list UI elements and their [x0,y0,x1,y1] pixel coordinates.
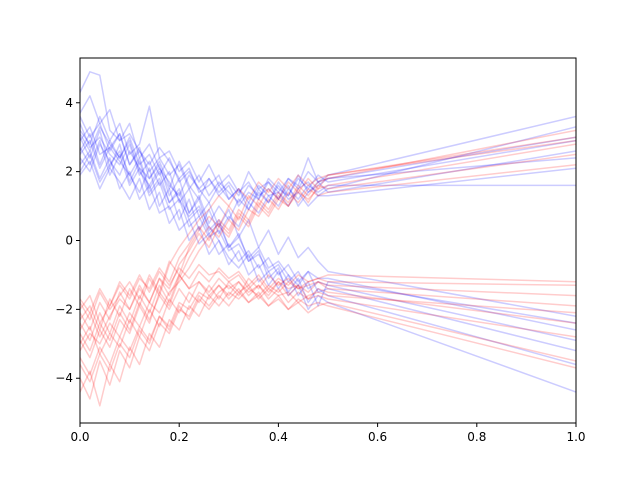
series-line-blue-1 [80,71,576,200]
series-line-blue-12 [80,116,576,352]
series-line-red-16 [80,129,576,324]
series-line-red-17 [80,143,576,338]
y-axis: −4 −2 0 2 4 [55,96,80,385]
x-tick-label: 0.8 [467,430,486,444]
series-line-blue-15 [80,126,576,324]
series-line-red-26 [80,281,576,355]
series-line-blue-3 [80,105,576,200]
series-line-blue-2 [80,95,576,207]
x-tick-label: 0.6 [368,430,387,444]
series-line-red-20 [80,163,576,359]
y-tick-label: −4 [55,371,73,385]
series-line-blue-9 [80,123,576,318]
series-line-red-29 [80,274,576,369]
y-tick-label: −2 [55,302,73,316]
series-layer [80,71,576,407]
series-line-red-23 [80,274,576,400]
series-line-red-28 [80,291,576,376]
series-line-blue-13 [80,160,576,366]
series-line-blue-14 [80,139,576,393]
series-line-blue-11 [80,139,576,342]
series-line-red-25 [80,267,576,342]
series-line-red-19 [80,136,576,321]
y-tick-label: 0 [65,234,73,248]
y-tick-label: 4 [65,96,73,110]
x-axis: 0.0 0.2 0.4 0.6 0.8 1.0 [70,423,586,444]
series-line-blue-8 [80,133,576,207]
series-line-blue-7 [80,129,576,225]
series-line-red-21 [80,139,576,331]
series-line-red-22 [80,281,576,383]
series-line-blue-10 [80,150,576,331]
y-tick-label: 2 [65,165,73,179]
x-tick-label: 0.0 [70,430,89,444]
series-line-red-18 [80,153,576,352]
series-line-blue-5 [80,143,576,211]
x-tick-label: 1.0 [566,430,585,444]
series-line-red-30 [80,277,576,352]
series-line-blue-6 [80,150,576,235]
series-line-blue-4 [80,126,576,207]
x-tick-label: 0.2 [170,430,189,444]
series-line-red-27 [80,263,576,324]
series-line-red-24 [80,281,576,407]
x-tick-label: 0.4 [269,430,288,444]
